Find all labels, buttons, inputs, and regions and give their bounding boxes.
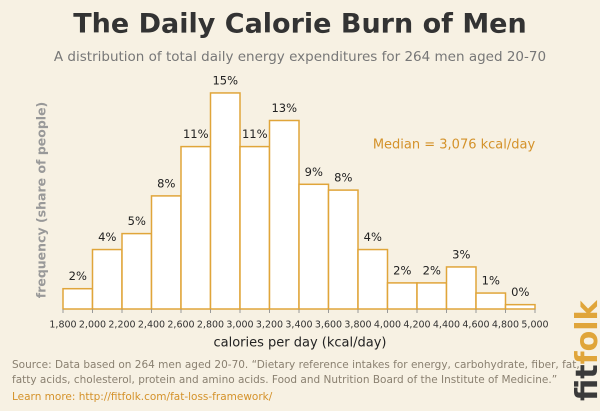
- value-label: 5%: [128, 214, 146, 228]
- logo-part: fit: [570, 364, 600, 401]
- bar: [121, 232, 153, 310]
- bar: [357, 248, 389, 310]
- value-label: 3%: [452, 247, 470, 261]
- bar: [62, 287, 94, 310]
- x-tick-label: 2,800: [197, 320, 224, 331]
- x-tick-label: 3,000: [226, 320, 253, 331]
- value-label: 0%: [511, 285, 529, 299]
- value-label: 13%: [271, 101, 297, 115]
- bar: [327, 189, 359, 310]
- value-label: 1%: [482, 274, 500, 288]
- x-tick-label: 3,400: [285, 320, 312, 331]
- value-label: 2%: [69, 269, 87, 283]
- value-label: 4%: [98, 230, 116, 244]
- chart-title: The Daily Calorie Burn of Men: [73, 9, 526, 40]
- x-tick-label: 4,400: [433, 320, 460, 331]
- x-tick-label: 2,200: [108, 320, 135, 331]
- bar: [209, 92, 241, 310]
- value-label: 2%: [423, 263, 441, 277]
- bar: [416, 282, 448, 310]
- x-tick-label: 3,800: [344, 320, 371, 331]
- bar: [475, 292, 507, 310]
- x-tick-label: 5,000: [521, 320, 548, 331]
- bar: [386, 282, 418, 310]
- median-annotation: Median = 3,076 kcal/day: [373, 138, 536, 153]
- learn-more-link[interactable]: Learn more: http://fitfolk.com/fat-loss-…: [12, 391, 273, 403]
- bar: [180, 145, 212, 310]
- x-tick-label: 4,800: [492, 320, 519, 331]
- value-label: 9%: [305, 165, 323, 179]
- x-tick-label: 2,000: [79, 320, 106, 331]
- x-tick-label: 1,800: [49, 320, 76, 331]
- logo: fitfolk: [570, 299, 600, 401]
- x-axis-label: calories per day (kcal/day): [214, 336, 387, 351]
- x-tick-label: 2,600: [167, 320, 194, 331]
- bar: [239, 145, 271, 310]
- value-label: 11%: [183, 127, 209, 141]
- bar: [298, 183, 330, 310]
- value-label: 8%: [157, 176, 175, 190]
- logo-part: folk: [570, 299, 600, 364]
- bar: [150, 195, 182, 310]
- value-label: 15%: [212, 73, 238, 87]
- x-tick-label: 2,400: [138, 320, 165, 331]
- bar: [91, 248, 123, 310]
- value-label: 8%: [334, 171, 352, 185]
- value-label: 4%: [364, 230, 382, 244]
- x-tick-label: 4,200: [403, 320, 430, 331]
- source-line: fatty acids, cholesterol, protein and am…: [12, 374, 557, 386]
- y-axis-label: frequency (share of people): [34, 102, 49, 299]
- chart-subtitle: A distribution of total daily energy exp…: [54, 49, 546, 65]
- bar: [504, 303, 536, 310]
- x-tick-label: 4,600: [462, 320, 489, 331]
- value-label: 2%: [393, 263, 411, 277]
- bar: [445, 266, 477, 310]
- bar: [268, 119, 300, 310]
- source-line: Source: Data based on 264 men aged 20-70…: [12, 359, 580, 371]
- value-label: 11%: [242, 127, 268, 141]
- x-tick-label: 3,600: [315, 320, 342, 331]
- x-tick-label: 4,000: [374, 320, 401, 331]
- x-tick-label: 3,200: [256, 320, 283, 331]
